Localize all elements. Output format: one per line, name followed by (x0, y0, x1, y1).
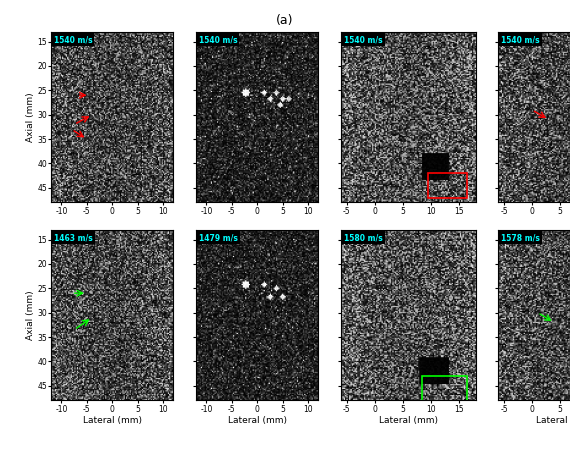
Bar (428, 173, 467, 197)
Text: 1540 m/s: 1540 m/s (344, 35, 382, 44)
Text: 1580 m/s: 1580 m/s (344, 233, 382, 242)
X-axis label: Lateral (mm): Lateral (mm) (228, 416, 287, 425)
Text: 1463 m/s: 1463 m/s (54, 233, 92, 242)
Text: 1540 m/s: 1540 m/s (501, 35, 540, 44)
Text: 1578 m/s: 1578 m/s (501, 233, 540, 242)
Text: 1479 m/s: 1479 m/s (199, 233, 238, 242)
Text: 1540 m/s: 1540 m/s (54, 35, 92, 44)
Y-axis label: Axial (mm): Axial (mm) (26, 290, 35, 340)
X-axis label: Lateral (mm): Lateral (mm) (536, 416, 570, 425)
Text: 1540 m/s: 1540 m/s (199, 35, 237, 44)
Text: (a): (a) (276, 14, 294, 27)
X-axis label: Lateral (mm): Lateral (mm) (379, 416, 438, 425)
X-axis label: Lateral (mm): Lateral (mm) (83, 416, 142, 425)
Bar (422, 376, 467, 403)
Y-axis label: Axial (mm): Axial (mm) (26, 92, 35, 142)
